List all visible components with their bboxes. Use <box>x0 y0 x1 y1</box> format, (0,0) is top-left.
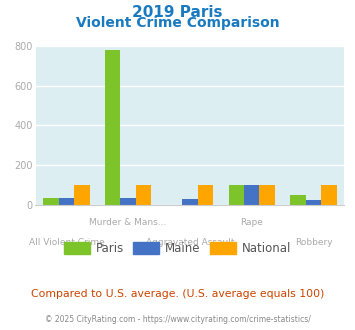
Text: Rape: Rape <box>240 218 263 227</box>
Text: © 2025 CityRating.com - https://www.cityrating.com/crime-statistics/: © 2025 CityRating.com - https://www.city… <box>45 315 310 324</box>
Text: 2019 Paris: 2019 Paris <box>132 5 223 20</box>
Bar <box>198 185 213 205</box>
Bar <box>306 200 321 205</box>
Text: Compared to U.S. average. (U.S. average equals 100): Compared to U.S. average. (U.S. average … <box>31 289 324 299</box>
Bar <box>244 185 260 205</box>
Bar <box>136 185 151 205</box>
Bar <box>182 199 198 205</box>
Text: Robbery: Robbery <box>295 238 332 247</box>
Legend: Paris, Maine, National: Paris, Maine, National <box>59 237 296 260</box>
Bar <box>229 185 244 205</box>
Text: Aggravated Assault: Aggravated Assault <box>146 238 234 247</box>
Bar <box>120 198 136 205</box>
Bar <box>59 198 74 205</box>
Bar <box>321 185 337 205</box>
Text: All Violent Crime: All Violent Crime <box>28 238 104 247</box>
Bar <box>43 198 59 205</box>
Bar <box>74 185 89 205</box>
Bar <box>105 50 120 205</box>
Bar <box>260 185 275 205</box>
Bar <box>290 195 306 205</box>
Text: Violent Crime Comparison: Violent Crime Comparison <box>76 16 279 30</box>
Text: Murder & Mans...: Murder & Mans... <box>89 218 167 227</box>
